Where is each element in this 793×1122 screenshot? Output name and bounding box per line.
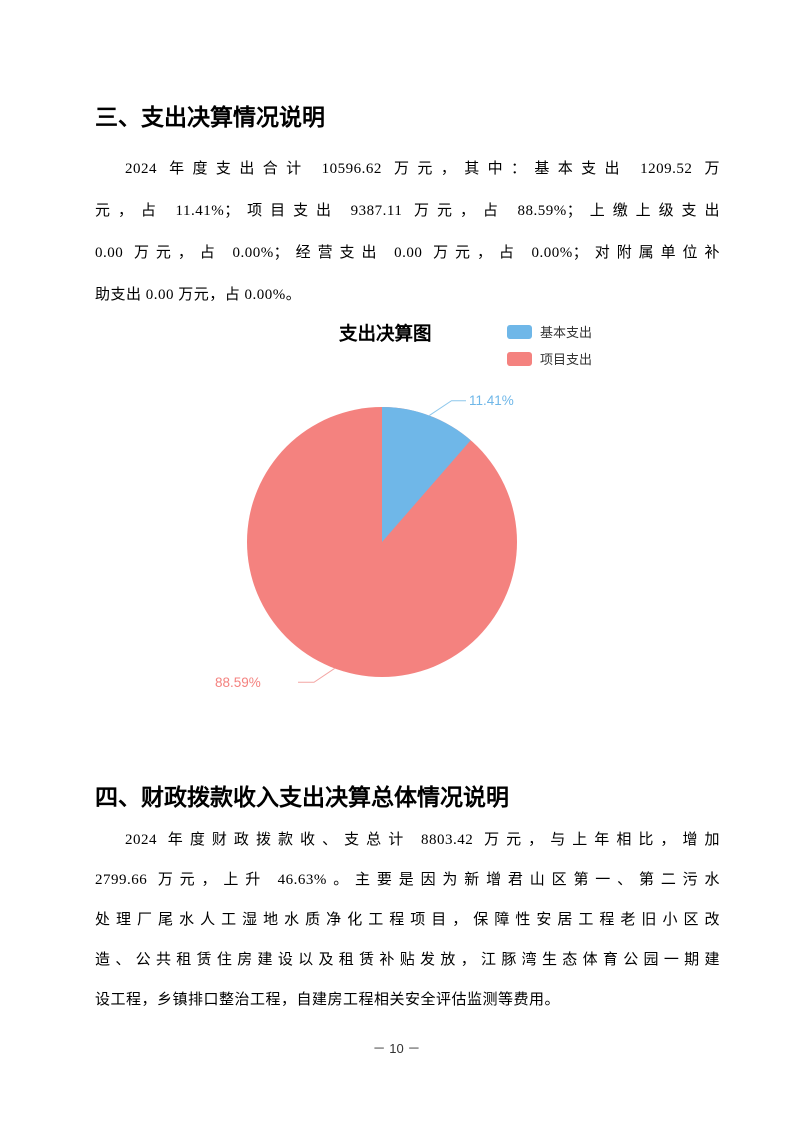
svg-text:88.59%: 88.59% [215,675,261,690]
svg-text:11.41%: 11.41% [469,393,514,408]
